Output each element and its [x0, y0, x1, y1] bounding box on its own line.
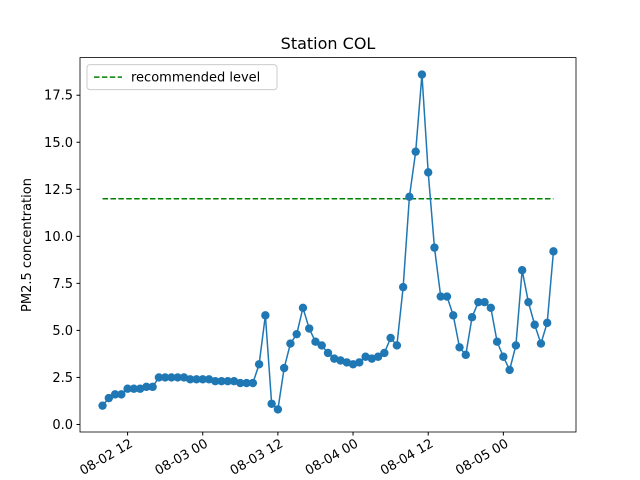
data-point: [223, 377, 232, 386]
data-point: [142, 382, 151, 392]
data-point: [236, 378, 245, 388]
data-line: [101, 74, 555, 411]
data-point: [305, 324, 314, 333]
data-point: [110, 390, 120, 399]
data-point: [186, 375, 195, 384]
data-point: [517, 265, 527, 275]
x-tick-label: 08-02 12: [77, 436, 135, 478]
data-point: [355, 358, 364, 367]
data-point: [411, 147, 420, 156]
data-point: [173, 373, 182, 382]
data-point: [198, 375, 207, 384]
data-point: [505, 365, 514, 375]
data-point: [492, 337, 502, 346]
data-point: [486, 303, 496, 313]
data-point: [311, 337, 320, 346]
y-axis-label: PM2.5 concentration: [20, 178, 35, 312]
x-tick-label: 08-04 12: [378, 436, 436, 478]
data-point: [248, 378, 258, 388]
data-point: [292, 329, 301, 339]
data-point: [417, 70, 427, 79]
legend-box: [86, 64, 278, 91]
data-point: [167, 373, 176, 382]
data-point: [317, 341, 326, 350]
data-point: [104, 393, 114, 403]
data-point: [267, 399, 276, 408]
data-point: [323, 348, 333, 358]
data-point: [480, 297, 489, 307]
data-point: [461, 350, 470, 360]
legend-label: recommended level: [131, 71, 260, 86]
data-point: [217, 377, 226, 386]
y-tick-label: 12.5: [44, 183, 73, 198]
data-point: [398, 282, 408, 292]
data-point: [405, 192, 414, 202]
data-point: [98, 401, 107, 410]
y-tick-label: 10.0: [44, 230, 73, 245]
data-point: [511, 341, 521, 350]
data-point: [148, 382, 157, 392]
data-point: [279, 363, 289, 373]
x-tick-label: 08-05 00: [453, 436, 511, 478]
y-tick-label: 0.0: [52, 418, 73, 433]
data-point: [298, 303, 308, 313]
data-point: [129, 384, 139, 393]
data-point: [392, 341, 402, 350]
data-point: [373, 352, 383, 361]
x-tick-label: 08-04 00: [303, 436, 361, 478]
data-point: [424, 168, 433, 177]
data-point: [430, 243, 439, 252]
data-point: [524, 297, 533, 307]
data-point: [442, 292, 452, 301]
x-tick-label: 08-03 12: [228, 436, 286, 478]
data-point: [455, 343, 464, 352]
data-point: [386, 333, 395, 343]
data-point: [254, 360, 264, 369]
y-tick-label: 17.5: [44, 89, 73, 104]
data-point: [211, 377, 220, 386]
data-point: [542, 318, 552, 328]
data-point: [449, 311, 458, 320]
data-point: [154, 373, 164, 382]
y-tick-label: 5.0: [52, 324, 73, 339]
data-point: [499, 352, 508, 361]
data-point: [436, 292, 445, 301]
y-tick-label: 2.5: [52, 371, 73, 386]
y-tick-label: 15.0: [44, 136, 73, 151]
data-point: [530, 320, 539, 329]
data-point: [123, 384, 132, 393]
data-point: [261, 311, 270, 320]
data-point: [117, 390, 126, 399]
data-point: [273, 405, 283, 414]
y-tick-label: 7.5: [52, 277, 73, 292]
data-point: [286, 339, 295, 348]
x-tick-label: 08-03 00: [153, 436, 211, 478]
data-point: [192, 375, 201, 384]
chart-title: Station COL: [281, 34, 376, 53]
data-point: [242, 378, 251, 388]
data-point: [549, 247, 558, 256]
data-point: [160, 373, 170, 382]
data-point: [380, 348, 389, 358]
data-point: [467, 313, 477, 322]
data-point: [536, 339, 546, 348]
data-point: [474, 297, 483, 307]
plot-frame: [79, 57, 577, 433]
